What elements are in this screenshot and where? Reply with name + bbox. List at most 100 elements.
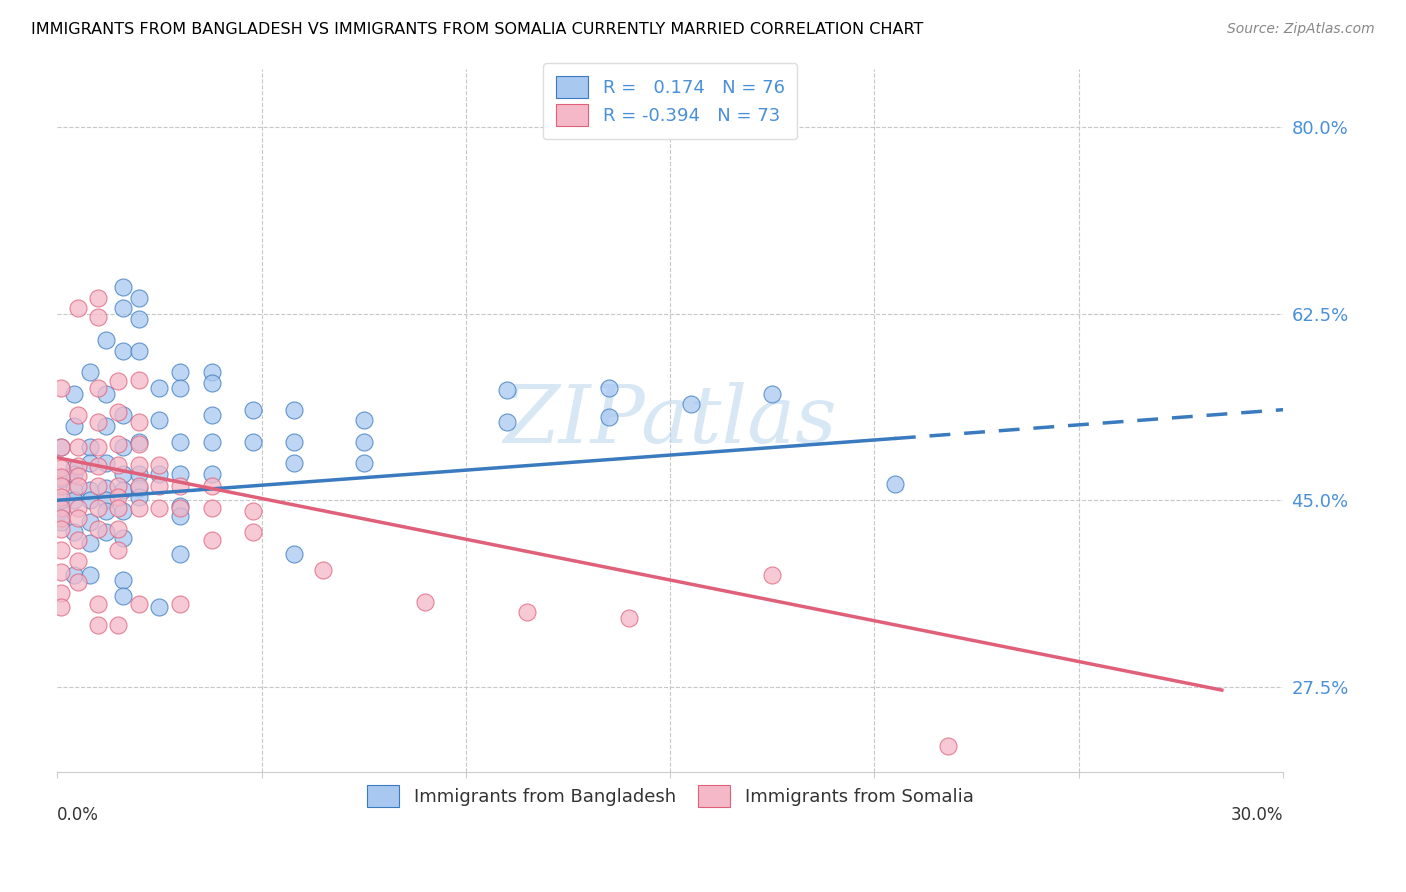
- Point: [353, 456, 375, 470]
- Point: [51, 461, 73, 475]
- Point: [51, 493, 73, 508]
- Point: [169, 381, 191, 395]
- Point: [169, 365, 191, 379]
- Point: [312, 563, 335, 577]
- Point: [128, 500, 150, 515]
- Point: [679, 397, 702, 411]
- Point: [79, 483, 101, 497]
- Point: [148, 381, 170, 395]
- Point: [51, 472, 73, 486]
- Point: [107, 458, 129, 472]
- Point: [107, 374, 129, 388]
- Point: [107, 479, 129, 493]
- Point: [111, 301, 134, 316]
- Point: [495, 416, 517, 430]
- Point: [111, 408, 134, 422]
- Point: [96, 386, 118, 401]
- Point: [761, 386, 783, 401]
- Point: [96, 456, 118, 470]
- Point: [148, 479, 170, 493]
- Point: [87, 522, 110, 536]
- Point: [51, 515, 73, 529]
- Point: [883, 477, 905, 491]
- Point: [128, 597, 150, 611]
- Point: [96, 493, 118, 508]
- Point: [148, 458, 170, 472]
- Point: [107, 543, 129, 558]
- Point: [79, 515, 101, 529]
- Point: [66, 479, 89, 493]
- Point: [107, 490, 129, 504]
- Point: [169, 597, 191, 611]
- Point: [66, 459, 89, 474]
- Point: [598, 410, 620, 425]
- Point: [96, 504, 118, 518]
- Point: [107, 500, 129, 515]
- Point: [169, 547, 191, 561]
- Point: [111, 440, 134, 454]
- Point: [201, 434, 224, 449]
- Text: 30.0%: 30.0%: [1230, 806, 1284, 824]
- Point: [201, 408, 224, 422]
- Point: [96, 334, 118, 348]
- Point: [353, 434, 375, 449]
- Point: [242, 402, 264, 417]
- Point: [96, 481, 118, 495]
- Text: 0.0%: 0.0%: [58, 806, 98, 824]
- Point: [128, 458, 150, 472]
- Point: [96, 525, 118, 540]
- Point: [87, 479, 110, 493]
- Point: [87, 459, 110, 474]
- Point: [516, 605, 538, 619]
- Point: [87, 291, 110, 305]
- Point: [107, 618, 129, 632]
- Point: [66, 440, 89, 454]
- Point: [79, 456, 101, 470]
- Point: [413, 594, 436, 608]
- Point: [51, 440, 73, 454]
- Legend: Immigrants from Bangladesh, Immigrants from Somalia: Immigrants from Bangladesh, Immigrants f…: [354, 772, 986, 820]
- Point: [169, 499, 191, 513]
- Text: ZIPatlas: ZIPatlas: [503, 382, 837, 459]
- Point: [128, 481, 150, 495]
- Point: [107, 522, 129, 536]
- Point: [87, 440, 110, 454]
- Point: [79, 440, 101, 454]
- Point: [169, 467, 191, 481]
- Point: [62, 418, 84, 433]
- Point: [353, 413, 375, 427]
- Point: [51, 479, 73, 493]
- Point: [201, 479, 224, 493]
- Point: [62, 493, 84, 508]
- Point: [66, 468, 89, 483]
- Point: [283, 547, 305, 561]
- Text: IMMIGRANTS FROM BANGLADESH VS IMMIGRANTS FROM SOMALIA CURRENTLY MARRIED CORRELAT: IMMIGRANTS FROM BANGLADESH VS IMMIGRANTS…: [31, 22, 924, 37]
- Point: [619, 610, 641, 624]
- Point: [111, 280, 134, 294]
- Point: [169, 479, 191, 493]
- Point: [111, 344, 134, 359]
- Point: [283, 402, 305, 417]
- Point: [111, 504, 134, 518]
- Y-axis label: Currently Married: Currently Married: [0, 348, 8, 493]
- Point: [242, 434, 264, 449]
- Point: [128, 291, 150, 305]
- Point: [87, 597, 110, 611]
- Point: [201, 467, 224, 481]
- Point: [96, 418, 118, 433]
- Point: [201, 376, 224, 390]
- Point: [79, 568, 101, 582]
- Point: [66, 554, 89, 568]
- Point: [51, 381, 73, 395]
- Point: [598, 381, 620, 395]
- Point: [87, 416, 110, 430]
- Point: [242, 525, 264, 540]
- Point: [936, 739, 959, 753]
- Point: [66, 500, 89, 515]
- Point: [51, 504, 73, 518]
- Point: [51, 543, 73, 558]
- Point: [107, 437, 129, 451]
- Point: [128, 437, 150, 451]
- Point: [201, 365, 224, 379]
- Point: [128, 434, 150, 449]
